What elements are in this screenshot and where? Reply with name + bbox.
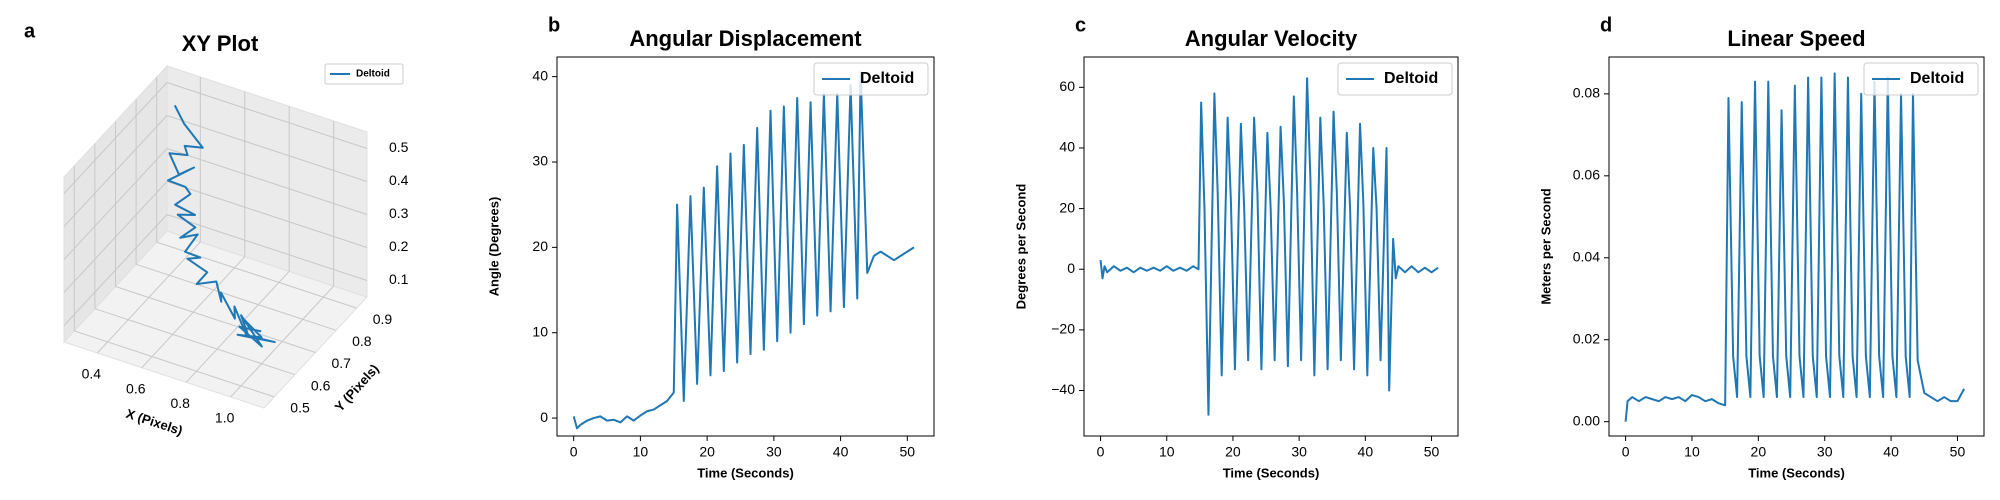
panel-label: c bbox=[1075, 14, 1086, 36]
x-tick-label: 0.6 bbox=[126, 380, 146, 396]
x-tick-label: 40 bbox=[1358, 444, 1374, 460]
y-tick-label: 40 bbox=[1059, 139, 1075, 155]
y-grid-line bbox=[94, 308, 296, 376]
panel-label: b bbox=[548, 14, 560, 36]
y-tick-label: 0.9 bbox=[373, 311, 393, 327]
panel-label: a bbox=[24, 20, 36, 42]
chart-title: XY Plot bbox=[182, 31, 259, 56]
z-grid-line bbox=[63, 214, 168, 326]
y-axis-label: Meters per Second bbox=[1538, 188, 1553, 304]
legend-label: Deltoid bbox=[860, 70, 914, 87]
plot-area bbox=[1624, 72, 1965, 422]
y-axis-label: Degrees per Second bbox=[1013, 184, 1028, 310]
legend-label: Deltoid bbox=[1384, 70, 1438, 87]
legend-box bbox=[1863, 62, 1979, 96]
y-tick-label: −40 bbox=[1051, 381, 1075, 397]
x-tick-label: 50 bbox=[1424, 444, 1440, 460]
legend-label: Deltoid bbox=[1910, 70, 1964, 87]
x-tick-label: 50 bbox=[1950, 444, 1966, 460]
chart-title: Angular Velocity bbox=[1185, 26, 1358, 51]
y-tick-label: 0.5 bbox=[290, 400, 310, 416]
legend-box bbox=[324, 63, 404, 85]
y-grid-line bbox=[135, 263, 337, 331]
z-tick-label: 0.5 bbox=[389, 139, 409, 155]
x-tick-label: 10 bbox=[1159, 444, 1175, 460]
axes-frame bbox=[556, 56, 935, 437]
z-grid-line bbox=[63, 82, 168, 194]
y-tick-label: 0 bbox=[540, 409, 548, 425]
y-tick-label: 40 bbox=[532, 67, 548, 83]
x-axis-label: Time (Seconds) bbox=[1223, 465, 1320, 480]
z-tick-label: 0.3 bbox=[389, 205, 409, 221]
chart-title: Linear Speed bbox=[1727, 26, 1865, 51]
x-axis-label: Time (Seconds) bbox=[697, 465, 794, 480]
z-grid-line bbox=[63, 181, 168, 293]
y-tick-label: −20 bbox=[1051, 321, 1075, 337]
x-tick-label: 50 bbox=[900, 444, 916, 460]
x-tick-label: 0.4 bbox=[82, 366, 102, 382]
x-tick-label: 0 bbox=[1622, 444, 1630, 460]
y-tick-label: 0.6 bbox=[311, 377, 331, 393]
y-tick-label: 60 bbox=[1059, 78, 1075, 94]
legend-label: Deltoid bbox=[356, 69, 390, 80]
z-grid-line bbox=[63, 115, 168, 227]
y-tick-label: 20 bbox=[532, 238, 548, 254]
x-tick-label: 20 bbox=[699, 444, 715, 460]
y-tick-label: 0.8 bbox=[352, 333, 372, 349]
z-grid-line bbox=[166, 82, 368, 149]
legend-box bbox=[813, 62, 929, 96]
y-tick-label: 0.08 bbox=[1573, 85, 1600, 101]
chart-title: Angular Displacement bbox=[629, 26, 862, 51]
y-tick-label: 0.00 bbox=[1573, 412, 1600, 428]
x-tick-label: 20 bbox=[1225, 444, 1241, 460]
y-tick-label: 0.7 bbox=[332, 355, 352, 371]
x-tick-label: 0.8 bbox=[170, 395, 190, 411]
axes-frame bbox=[1608, 56, 1985, 437]
z-tick-label: 0.2 bbox=[389, 238, 409, 254]
z-grid-line bbox=[166, 148, 368, 215]
panel-label: d bbox=[1600, 14, 1612, 36]
y-axis-label: Angle (Degrees) bbox=[486, 197, 501, 297]
y-grid-line bbox=[74, 330, 275, 398]
axes-frame bbox=[1083, 56, 1459, 437]
data-line bbox=[1624, 72, 1965, 422]
z-grid-line bbox=[63, 148, 168, 260]
y-tick-label: 10 bbox=[532, 323, 548, 339]
z-grid-line bbox=[166, 115, 368, 182]
data-line bbox=[1099, 77, 1439, 416]
y-tick-label: 0 bbox=[1067, 260, 1075, 276]
y-tick-label: 20 bbox=[1059, 199, 1075, 215]
x-tick-label: 30 bbox=[1291, 444, 1307, 460]
y-tick-label: 30 bbox=[532, 153, 548, 169]
x-tick-label: 10 bbox=[1684, 444, 1700, 460]
plot-area bbox=[1099, 77, 1439, 416]
y-tick-label: 0.06 bbox=[1573, 167, 1600, 183]
x-tick-label: 40 bbox=[833, 444, 849, 460]
x-tick-label: 30 bbox=[1817, 444, 1833, 460]
y-tick-label: 0.02 bbox=[1573, 330, 1600, 346]
z-tick-label: 0.1 bbox=[389, 271, 409, 287]
x-tick-label: 1.0 bbox=[215, 410, 235, 426]
z-grid-line bbox=[166, 214, 368, 281]
data-line bbox=[572, 71, 915, 430]
x-axis-label: Time (Seconds) bbox=[1748, 465, 1845, 480]
x-tick-label: 30 bbox=[766, 444, 782, 460]
x-tick-label: 20 bbox=[1751, 444, 1767, 460]
legend-box bbox=[1337, 62, 1453, 96]
x-tick-label: 0 bbox=[570, 444, 578, 460]
z-grid-line bbox=[166, 181, 368, 248]
x-tick-label: 10 bbox=[633, 444, 649, 460]
plot-area bbox=[572, 71, 915, 430]
x-tick-label: 0 bbox=[1097, 444, 1105, 460]
z-tick-label: 0.4 bbox=[389, 172, 409, 188]
data-line bbox=[167, 104, 276, 348]
y-grid-line bbox=[115, 286, 316, 353]
y-tick-label: 0.04 bbox=[1573, 248, 1600, 264]
x-tick-label: 40 bbox=[1883, 444, 1899, 460]
